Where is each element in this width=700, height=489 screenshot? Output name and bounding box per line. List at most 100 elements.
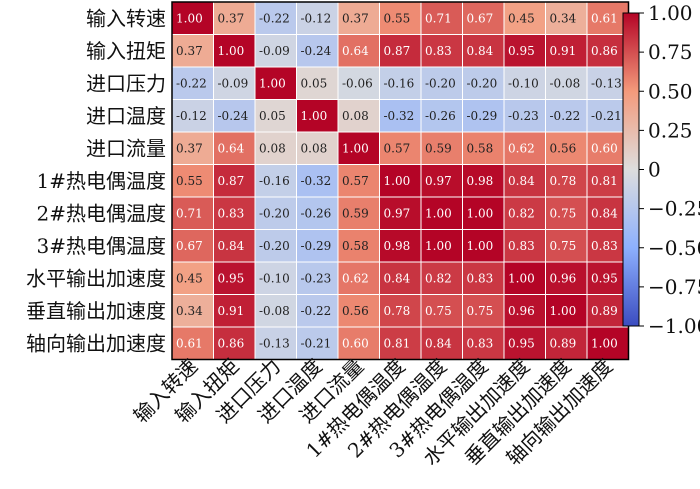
heatmap-cell (380, 327, 421, 359)
heatmap-cell (463, 165, 504, 197)
cell-value-label: 0.83 (425, 44, 452, 58)
colorbar-tick-label: 0.25 (648, 118, 693, 142)
cell-value-label: 0.05 (259, 109, 286, 123)
cell-value-label: 0.82 (425, 271, 452, 285)
cell-value-label: -0.20 (259, 206, 290, 220)
cell-value-label: -0.21 (591, 109, 622, 123)
colorbar (622, 12, 640, 327)
cell-value-label: 0.61 (591, 11, 618, 25)
cell-value-label: 0.95 (218, 271, 245, 285)
heatmap-cell (587, 35, 628, 67)
heatmap-cell (546, 35, 587, 67)
heatmap-cell (421, 230, 462, 262)
cell-value-label: 0.83 (591, 239, 618, 253)
heatmap-cell (463, 230, 504, 262)
cell-value-label: 1.00 (591, 336, 618, 350)
heatmap-cell (463, 2, 504, 34)
cell-value-label: 0.45 (508, 11, 535, 25)
heatmap-cell (255, 165, 296, 197)
heatmap-cell (463, 132, 504, 164)
cell-value-label: 0.91 (550, 44, 577, 58)
cell-value-label: 0.81 (384, 336, 411, 350)
heatmap-cell (587, 132, 628, 164)
heatmap-cell (587, 295, 628, 327)
heatmap-cell (421, 100, 462, 132)
row-label: 进口流量 (86, 136, 166, 160)
heatmap-cell (504, 295, 545, 327)
heatmap-cell (172, 67, 213, 99)
cell-value-label: 0.84 (591, 206, 618, 220)
heatmap-cell (297, 295, 338, 327)
cell-value-label: 0.57 (384, 141, 411, 155)
cell-value-label: 0.62 (508, 141, 535, 155)
cell-value-label: 0.56 (550, 141, 577, 155)
cell-value-label: -0.08 (259, 304, 290, 318)
heatmap-cell (587, 2, 628, 34)
heatmap-cell (421, 165, 462, 197)
cell-value-label: 0.64 (342, 44, 369, 58)
cell-value-label: 0.57 (342, 174, 369, 188)
heatmap-cell (214, 327, 255, 359)
cell-value-label: -0.29 (301, 239, 332, 253)
heatmap-cell (255, 35, 296, 67)
cell-value-label: 0.91 (218, 304, 245, 318)
heatmap-cell (338, 165, 379, 197)
cell-value-label: 0.37 (218, 11, 245, 25)
cell-value-label: 0.34 (176, 304, 203, 318)
heatmap-cell (297, 197, 338, 229)
row-label: 输入扭矩 (86, 39, 166, 63)
cell-value-label: 0.95 (591, 271, 618, 285)
colorbar-tick-label: −1.00 (648, 314, 700, 338)
cell-value-label: 0.87 (384, 44, 411, 58)
heatmap-cell (380, 230, 421, 262)
cell-value-label: 0.45 (176, 271, 203, 285)
cell-value-label: -0.20 (259, 239, 290, 253)
heatmap-cell (255, 327, 296, 359)
cell-value-label: 0.95 (508, 336, 535, 350)
cell-value-label: 0.97 (425, 174, 452, 188)
heatmap-cell (421, 67, 462, 99)
heatmap-cell (338, 2, 379, 34)
heatmap-cell (504, 327, 545, 359)
heatmap-cell (546, 2, 587, 34)
heatmap-cell (380, 100, 421, 132)
heatmap-cell (504, 2, 545, 34)
heatmap-cell (255, 295, 296, 327)
cell-value-label: 0.83 (467, 336, 494, 350)
heatmap-cell (380, 262, 421, 294)
cell-value-label: 0.75 (550, 239, 577, 253)
cell-value-label: -0.16 (259, 174, 290, 188)
cell-value-label: 0.84 (508, 174, 535, 188)
heatmap-cell (172, 35, 213, 67)
cell-value-label: 0.75 (467, 304, 494, 318)
cell-value-label: -0.16 (384, 76, 415, 90)
heatmap-cell (421, 197, 462, 229)
cell-value-label: 0.97 (384, 206, 411, 220)
cell-value-label: -0.20 (467, 76, 498, 90)
cell-value-label: 0.67 (467, 11, 494, 25)
heatmap-cell (380, 132, 421, 164)
cell-value-label: 0.37 (176, 44, 203, 58)
cell-value-label: 0.84 (218, 239, 245, 253)
heatmap-cell (504, 67, 545, 99)
cell-value-label: 0.08 (301, 141, 328, 155)
heatmap-cell (297, 230, 338, 262)
cell-value-label: -0.23 (301, 271, 332, 285)
heatmap-cell (504, 165, 545, 197)
cell-value-label: -0.22 (550, 109, 581, 123)
cell-value-label: 0.37 (342, 11, 369, 25)
heatmap-cell (255, 2, 296, 34)
heatmap-cell (172, 165, 213, 197)
colorbar-tick-label: −0.25 (648, 197, 700, 221)
heatmap-cell (421, 132, 462, 164)
cell-value-label: 0.60 (591, 141, 618, 155)
cell-value-label: 0.89 (591, 304, 618, 318)
heatmap-cell (338, 132, 379, 164)
heatmap-cell (172, 2, 213, 34)
cell-value-label: 1.00 (550, 304, 577, 318)
heatmap-cell (463, 262, 504, 294)
heatmap-cell (421, 2, 462, 34)
heatmap-cell (587, 262, 628, 294)
cell-value-label: 1.00 (384, 174, 411, 188)
